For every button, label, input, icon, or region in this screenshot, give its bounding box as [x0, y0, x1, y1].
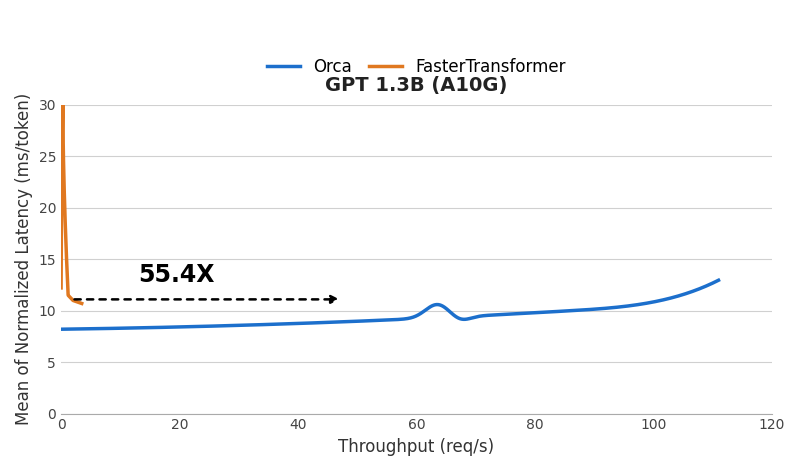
Orca — [714, 277, 723, 283]
Orca — [131, 325, 141, 331]
FasterTransformer — [70, 298, 79, 304]
FasterTransformer — [74, 300, 83, 305]
Title: GPT 1.3B (A10G): GPT 1.3B (A10G) — [326, 76, 508, 95]
Line: FasterTransformer: FasterTransformer — [61, 105, 82, 303]
Orca — [337, 319, 346, 325]
X-axis label: Throughput (req/s): Throughput (req/s) — [338, 438, 494, 456]
FasterTransformer — [70, 299, 80, 304]
Y-axis label: Mean of Normalized Latency (ms/token): Mean of Normalized Latency (ms/token) — [15, 93, 33, 425]
FasterTransformer — [76, 300, 86, 306]
FasterTransformer — [56, 285, 66, 291]
FasterTransformer — [58, 123, 67, 129]
Orca — [630, 302, 639, 308]
Text: 55.4X: 55.4X — [138, 263, 214, 287]
Line: Orca: Orca — [62, 280, 718, 329]
Legend: Orca, FasterTransformer: Orca, FasterTransformer — [267, 57, 566, 76]
Orca — [170, 324, 180, 330]
FasterTransformer — [70, 298, 79, 304]
Orca — [309, 320, 318, 326]
Orca — [57, 326, 66, 332]
Orca — [701, 284, 710, 289]
